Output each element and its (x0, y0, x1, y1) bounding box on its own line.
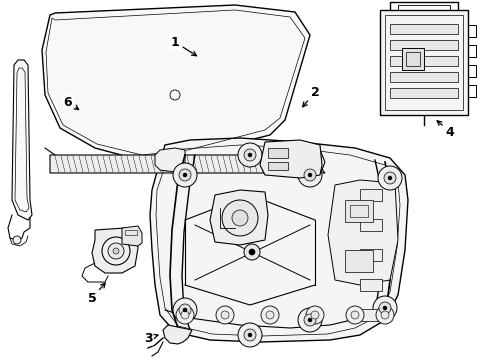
Text: 1: 1 (171, 36, 196, 56)
Bar (125, 230, 137, 235)
Circle shape (222, 200, 258, 236)
Bar (268, 162, 288, 170)
Circle shape (181, 311, 189, 319)
Circle shape (304, 314, 316, 326)
Circle shape (216, 306, 234, 324)
Circle shape (179, 169, 191, 181)
Circle shape (249, 249, 255, 255)
Circle shape (308, 173, 312, 177)
Bar (402, 48, 424, 70)
Polygon shape (155, 148, 185, 172)
Bar (345, 200, 373, 222)
Polygon shape (122, 226, 142, 246)
Circle shape (378, 166, 402, 190)
Circle shape (176, 306, 194, 324)
Circle shape (248, 333, 252, 337)
Text: 2: 2 (303, 86, 319, 107)
Polygon shape (12, 60, 32, 220)
Circle shape (248, 153, 252, 157)
Circle shape (381, 311, 389, 319)
Circle shape (376, 306, 394, 324)
Circle shape (379, 302, 391, 314)
Circle shape (221, 311, 229, 319)
Bar (360, 249, 382, 261)
Circle shape (108, 243, 124, 259)
Bar (345, 250, 373, 272)
Bar (268, 148, 288, 158)
Circle shape (244, 244, 260, 260)
Polygon shape (42, 5, 310, 160)
Text: 3: 3 (144, 332, 158, 345)
Circle shape (298, 163, 322, 187)
Circle shape (173, 298, 197, 322)
Bar (390, 56, 458, 66)
Bar (360, 279, 382, 291)
Circle shape (261, 306, 279, 324)
Circle shape (244, 149, 256, 161)
Bar (360, 219, 382, 231)
Text: 6: 6 (64, 95, 78, 109)
Polygon shape (210, 190, 268, 245)
Circle shape (244, 329, 256, 341)
Polygon shape (92, 228, 138, 273)
Polygon shape (260, 140, 322, 178)
Circle shape (232, 210, 248, 226)
Circle shape (311, 311, 319, 319)
Polygon shape (328, 180, 398, 285)
Bar (350, 205, 368, 217)
Circle shape (13, 236, 21, 244)
Polygon shape (290, 145, 325, 175)
Circle shape (308, 318, 312, 322)
Bar (360, 309, 382, 321)
Bar (360, 189, 382, 201)
Text: 4: 4 (437, 121, 454, 139)
Circle shape (179, 304, 191, 316)
Circle shape (346, 306, 364, 324)
Bar (390, 24, 458, 34)
Circle shape (238, 323, 262, 347)
Bar (390, 72, 458, 82)
Circle shape (373, 296, 397, 320)
Polygon shape (50, 155, 325, 173)
Circle shape (266, 311, 274, 319)
Circle shape (113, 248, 119, 254)
Polygon shape (163, 325, 192, 344)
Bar (390, 40, 458, 50)
Circle shape (102, 237, 130, 265)
Circle shape (304, 169, 316, 181)
Bar (390, 88, 458, 98)
Circle shape (183, 173, 187, 177)
Text: 5: 5 (88, 283, 105, 305)
Circle shape (173, 163, 197, 187)
Circle shape (298, 308, 322, 332)
Circle shape (183, 308, 187, 312)
Bar (406, 52, 420, 66)
Polygon shape (380, 10, 468, 115)
Circle shape (384, 172, 396, 184)
Polygon shape (150, 138, 408, 342)
Circle shape (238, 143, 262, 167)
Circle shape (306, 306, 324, 324)
Circle shape (383, 306, 387, 310)
Circle shape (351, 311, 359, 319)
Circle shape (388, 176, 392, 180)
